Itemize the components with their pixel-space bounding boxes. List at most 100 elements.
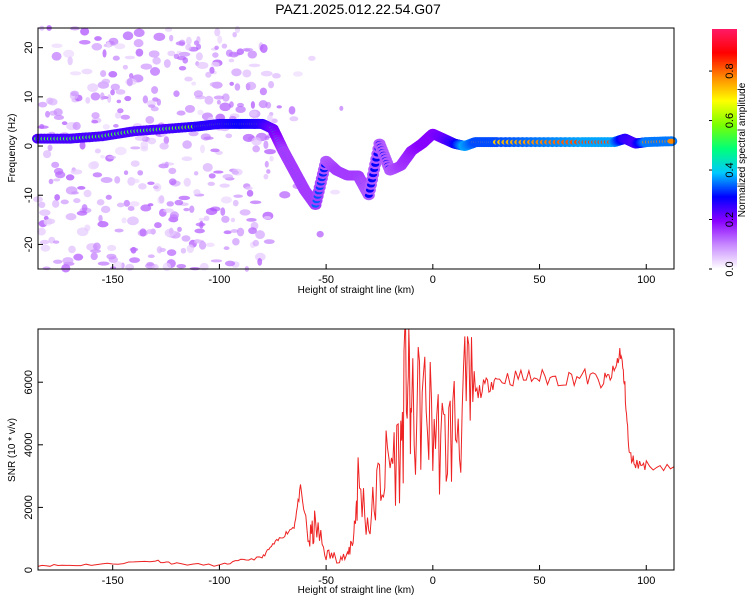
snr-ytick-label: 4000 xyxy=(23,433,35,457)
spectrogram-noise-cell xyxy=(232,238,240,246)
spectrogram-noise-cell xyxy=(116,99,122,104)
spectrogram-noise-cell xyxy=(209,82,220,87)
spectrogram-noise-cell xyxy=(221,215,230,223)
spectrogram-noise-cell xyxy=(62,257,74,264)
spectrogram-noise-cell xyxy=(147,181,155,185)
spectrogram-noise-cell xyxy=(177,226,182,233)
spectrogram-noise-cell xyxy=(242,69,252,78)
snr-ticks: -150 -100 -50 0 50 100 0 2000 4000 6000 xyxy=(23,370,655,587)
spectrogram-noise-cell xyxy=(140,140,149,150)
spectrogram-noise-cell xyxy=(42,266,51,271)
colorbar-gradient xyxy=(712,29,737,269)
spectrogram-noise-cell xyxy=(210,148,220,153)
spectrogram-noise-cell xyxy=(129,257,141,263)
spectrogram-noise-cell xyxy=(100,154,106,159)
spectrogram-noise-cell xyxy=(98,214,103,223)
spectrogram-noise-cell xyxy=(267,113,273,123)
spectrogram-noise-cell xyxy=(91,112,100,119)
spectrogram-noise-cell xyxy=(53,108,63,116)
spectrogram-noise-cell xyxy=(51,51,62,61)
spectrogram-noise-cell xyxy=(100,205,111,214)
spectrogram-noise-cell xyxy=(137,170,144,176)
spectrogram-noise-cell xyxy=(167,50,176,57)
colorbar-label: Normalized spectral amplitude xyxy=(737,82,748,217)
spectrogram-noise-cell xyxy=(130,160,140,167)
spectrogram-noise-cell xyxy=(114,43,126,50)
spectrogram-noise-cell xyxy=(124,55,136,60)
spectrogram-noise-cell xyxy=(96,199,105,206)
spectrogram-noise-cell xyxy=(81,68,93,75)
spectrogram-noise-cell xyxy=(97,261,110,266)
spectrogram-noise-cell xyxy=(121,217,127,224)
spectrogram-frame xyxy=(37,27,675,270)
spectrogram-noise-cell xyxy=(37,227,46,236)
spectrogram-noise-cell xyxy=(140,63,153,70)
spectrogram-noise-cell xyxy=(68,245,76,254)
spectrogram-noise-cell xyxy=(108,37,119,46)
colorbar-tick-label: 0.4 xyxy=(724,162,736,177)
spectrogram-noise-cell xyxy=(114,146,127,156)
spectrogram-noise-cell xyxy=(102,123,110,130)
spectrogram-noise-cell xyxy=(94,148,101,154)
spectrogram-noise-cell xyxy=(271,118,278,124)
spectrogram-noise-cell xyxy=(185,43,192,51)
colorbar-ticks: 0.0 0.2 0.4 0.6 0.8 xyxy=(709,63,736,277)
spectrogram-noise-cell xyxy=(259,87,268,96)
spectrogram-noise-cell xyxy=(254,252,266,262)
spectrogram-noise-cell xyxy=(223,246,230,251)
spectrogram-noise-cell xyxy=(149,67,161,76)
spectrogram-noise-cell xyxy=(80,27,90,36)
spectrogram-ridge-cell xyxy=(667,138,676,144)
spectrogram-noise-cell xyxy=(135,48,144,57)
spectrogram-noise-cell xyxy=(232,199,239,207)
spectrogram-noise-cell xyxy=(175,41,186,46)
spectrogram-noise-cell xyxy=(151,86,159,94)
spectrogram-noise-cell xyxy=(173,90,180,97)
spectrogram-noise-cell xyxy=(289,116,299,122)
spectrogram-noise-cell xyxy=(210,259,223,263)
spectrogram-noise-cell xyxy=(146,229,153,235)
spectrogram-noise-cell xyxy=(228,58,235,63)
spectrogram-noise-cell xyxy=(212,52,219,58)
colorbar-tick-label: 0.0 xyxy=(724,261,736,276)
spectrogram-noise-cell xyxy=(234,83,241,91)
spectrogram-noise-cell xyxy=(67,56,73,66)
spectrogram-noise-cell xyxy=(39,209,51,216)
spectrogram-noise-cell xyxy=(258,100,268,109)
spectrogram-noise-cell xyxy=(110,89,115,96)
snr-panel: -150 -100 -50 0 50 100 0 2000 4000 6000 Height of… xyxy=(7,328,675,596)
spectrogram-noise-cell xyxy=(166,201,175,207)
spectrogram-ylabel: Frequency (Hz) xyxy=(7,114,18,183)
spectrogram-noise-cell xyxy=(266,169,271,174)
spectrogram-noise-cell xyxy=(147,203,154,207)
spectrogram-noise-cell xyxy=(178,65,187,71)
spectrogram-noise-cell xyxy=(225,133,233,139)
snr-ytick-label: 0 xyxy=(23,567,35,573)
spectrogram-noise-cell xyxy=(83,189,92,198)
spectrogram-noise-cell xyxy=(91,119,99,124)
spectrogram-noise-cell xyxy=(61,264,71,273)
spectrogram-noise-cell xyxy=(210,61,220,68)
spectrogram-noise-cell xyxy=(127,216,139,226)
spectrogram-noise-cell xyxy=(70,169,83,175)
spectrogram-noise-cell xyxy=(123,199,130,207)
spectrogram-noise-cell xyxy=(53,114,65,120)
spectrogram-noise-cell xyxy=(106,253,117,260)
spectrogram-noise-cell xyxy=(178,51,191,57)
spectrogram-noise-cell xyxy=(40,244,51,252)
spectrogram-noise-cell xyxy=(249,110,258,117)
spectrogram-noise-cell xyxy=(193,189,201,196)
spectrogram-noise-cell xyxy=(92,172,103,178)
spectrogram-noise-cell xyxy=(194,228,205,234)
spectrogram-noise-cell xyxy=(269,155,274,162)
spectrogram-noise-cell xyxy=(146,261,155,267)
spectrogram-noise-cell xyxy=(176,264,187,269)
spectrogram-noise-cell xyxy=(52,199,60,208)
spectrogram-noise-cell xyxy=(169,34,174,42)
spectrogram-noise-cell xyxy=(114,228,124,233)
spectrogram-noise-cell xyxy=(90,249,102,253)
spectrogram-noise-cell xyxy=(213,170,224,174)
spectrogram-xtick-label: -150 xyxy=(102,274,124,286)
spectrogram-noise-cell xyxy=(288,106,296,115)
